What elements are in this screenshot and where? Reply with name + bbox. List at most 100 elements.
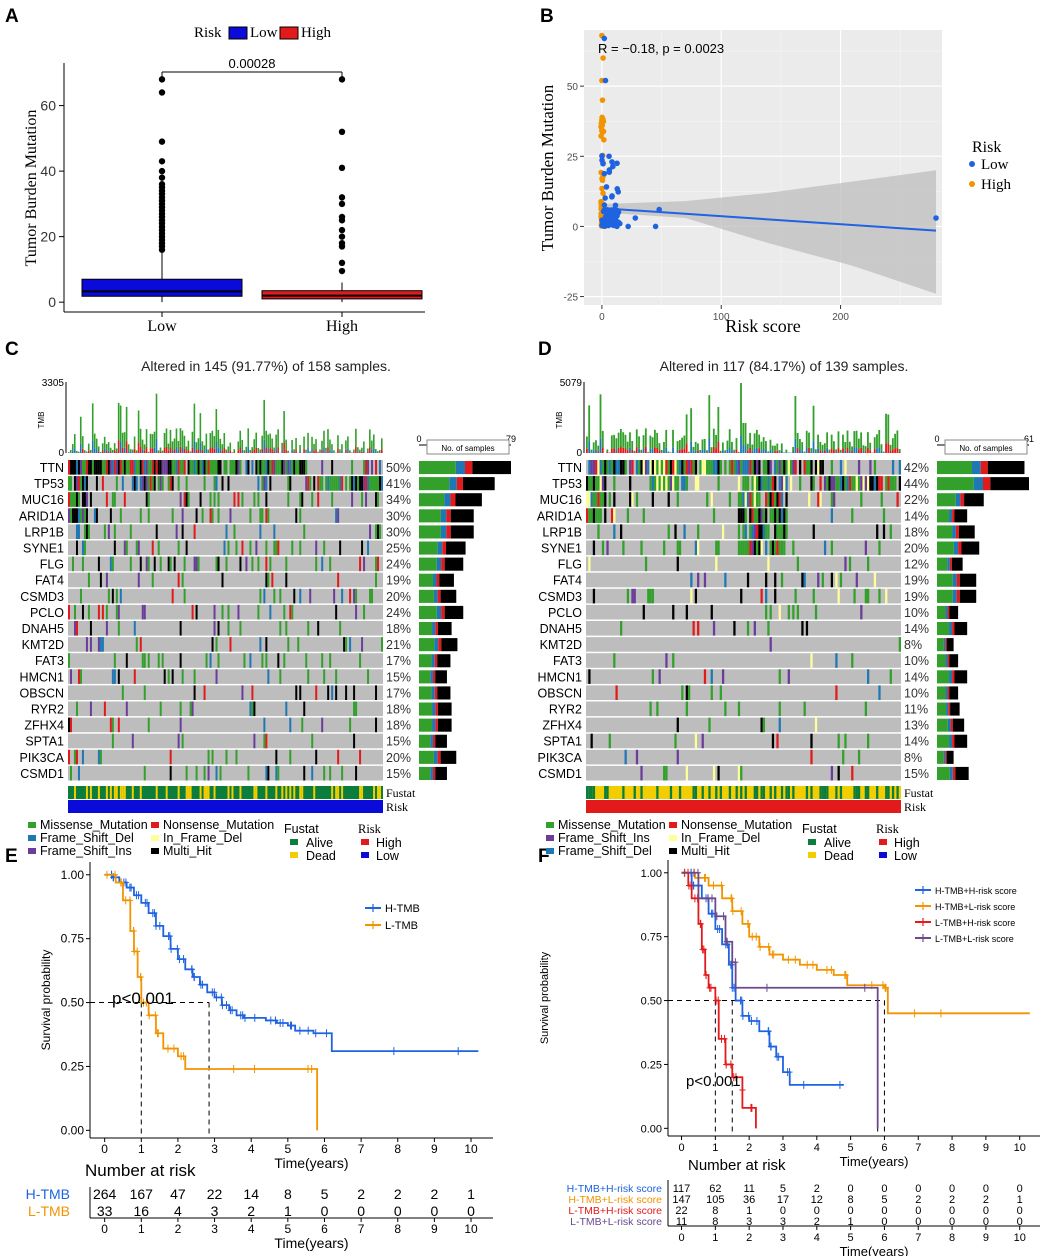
tmb-bar (89, 449, 92, 453)
mutation-cell (871, 476, 874, 491)
mutation-cell (189, 701, 192, 717)
mutation-cell (703, 460, 707, 475)
count-bar-segment (432, 670, 436, 684)
risk-table-tick-label: 6 (321, 1222, 328, 1236)
mutation-cell (783, 524, 786, 539)
tmb-bar (339, 449, 341, 453)
mutation-cell (712, 460, 716, 475)
mutation-cell (69, 492, 72, 507)
mutation-cell (799, 460, 802, 475)
mutation-cell (239, 621, 242, 636)
mutation-cell (375, 492, 378, 507)
x-tick-label: 8 (394, 1142, 401, 1156)
mutation-cell (101, 460, 104, 475)
mutation-cell (379, 460, 382, 475)
gene-label: MUC16 (540, 493, 582, 507)
mutation-cell (111, 492, 114, 507)
risk-table-xlabel: Time(years) (274, 1235, 348, 1251)
mutation-cell (129, 524, 132, 539)
mutation-cell (588, 669, 591, 684)
tmb-bar (69, 450, 72, 453)
tmb-bar (241, 449, 244, 453)
mutation-cell (183, 556, 186, 572)
mutation-cell (353, 476, 356, 491)
tmb-bar (153, 431, 156, 448)
risk-table-tick-label: 10 (1014, 1232, 1026, 1244)
tmb-bar (95, 438, 98, 450)
tmb-bar (601, 447, 604, 453)
outlier-point (338, 164, 346, 172)
mutation-cell (749, 508, 752, 523)
count-bar-segment (437, 702, 452, 716)
mutation-cell (147, 492, 150, 507)
mutation-cell (133, 621, 136, 636)
tmb-bar (253, 439, 256, 450)
tmb-bar (111, 449, 114, 453)
count-bar-segment (435, 670, 447, 684)
mutation-cell (649, 588, 652, 604)
mutation-cell (597, 492, 600, 507)
count-bar-segment (949, 654, 959, 668)
mutation-cell (317, 492, 320, 507)
tmb-bar (221, 444, 224, 451)
mutation-cell (327, 476, 330, 491)
mutation-cell (327, 685, 330, 700)
mutation-cell (760, 524, 763, 539)
gene-label: ARID1A (537, 509, 583, 523)
mutation-cell (213, 492, 216, 507)
risk-table-value: 0 (915, 1205, 921, 1217)
mutation-cell (361, 492, 364, 507)
mutation-cell (71, 556, 74, 572)
mutation-cell (75, 701, 78, 717)
fustat-cell (774, 786, 777, 799)
tmb-bar (851, 446, 853, 452)
count-bar-segment (945, 686, 948, 700)
tmb-bar (143, 444, 146, 451)
legend-label: L-TMB+L-risk score (935, 934, 1014, 944)
mutation-cell (624, 749, 627, 765)
fustat-cell (694, 786, 698, 799)
point-high (599, 177, 606, 184)
mutation-cell (179, 621, 182, 636)
count-bar-segment (937, 589, 953, 603)
tmb-bar (349, 450, 351, 453)
legend-label: Dead (306, 849, 336, 863)
mutation-cell (740, 588, 743, 604)
mutation-cell (243, 653, 246, 668)
tmb-bar (644, 446, 647, 453)
gene-label: CSMD3 (538, 590, 582, 604)
tmb-bar (135, 452, 138, 453)
tmb-bar (253, 449, 256, 453)
tmb-bar (133, 448, 136, 453)
mutation-cell (814, 460, 818, 475)
tmb-bar (663, 450, 665, 453)
risk-table-value: 3 (780, 1216, 786, 1228)
tmb-bar (846, 430, 849, 448)
mutation-cell (145, 492, 148, 507)
count-bar-segment (937, 541, 954, 555)
count-bar-segment (419, 766, 431, 780)
mutation-cell (169, 556, 172, 572)
mutation-cell (79, 476, 82, 491)
legend-key-low (879, 852, 887, 858)
mutation-cell (68, 508, 70, 523)
tmb-max-label: 5079 (560, 378, 583, 389)
tmb-bar (219, 449, 222, 453)
mutation-cell (221, 476, 224, 491)
count-bar-segment (949, 605, 959, 619)
tmb-bar (75, 451, 78, 453)
mutation-cell (81, 749, 84, 765)
tmb-bar (769, 439, 772, 450)
mutation-cell (137, 460, 140, 475)
tmb-bar (109, 447, 112, 452)
gene-label: TTN (40, 461, 64, 475)
mutation-cell (767, 621, 770, 636)
mutation-cell (259, 524, 262, 539)
count-bar-segment (949, 686, 959, 700)
mutation-cell (375, 572, 378, 588)
tmb-bar (638, 448, 640, 453)
risk-table-value: 5 (321, 1186, 329, 1202)
mutation-cell (113, 492, 116, 507)
tmb-bar (345, 440, 347, 450)
tmb-bar (699, 452, 702, 453)
